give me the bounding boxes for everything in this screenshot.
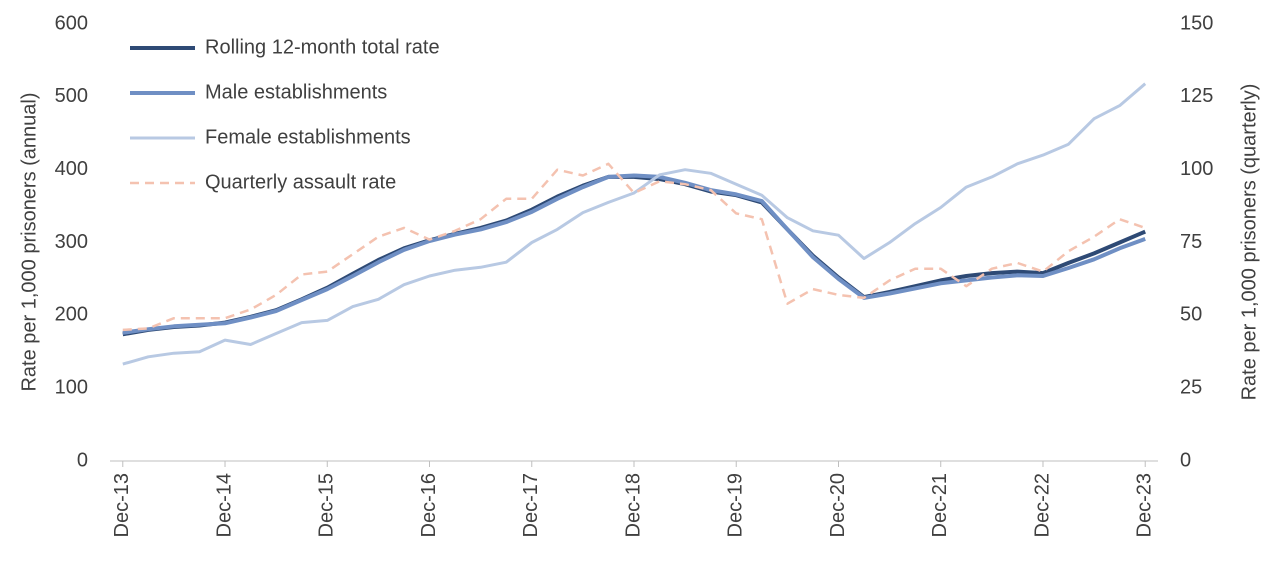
x-tick-label: Dec-14 bbox=[213, 473, 235, 537]
x-tick-label: Dec-16 bbox=[418, 473, 440, 537]
y-tick-label: 600 bbox=[55, 12, 88, 34]
x-tick-label: Dec-20 bbox=[827, 473, 849, 537]
y-tick-label: 400 bbox=[55, 158, 88, 180]
y2-tick-label: 150 bbox=[1180, 12, 1213, 34]
y-axis-title: Rate per 1,000 prisoners (annual) bbox=[18, 92, 40, 391]
y2-tick-label: 25 bbox=[1180, 376, 1202, 398]
x-tick-label: Dec-23 bbox=[1134, 473, 1156, 537]
series-line bbox=[122, 162, 1146, 332]
x-tick-label: Dec-22 bbox=[1031, 473, 1053, 537]
legend-label: Female establishments bbox=[205, 126, 411, 148]
y-tick-label: 500 bbox=[55, 85, 88, 107]
series-line bbox=[122, 82, 1147, 366]
y2-tick-label: 75 bbox=[1180, 231, 1202, 253]
y2-tick-label: 50 bbox=[1180, 304, 1202, 326]
x-tick-label: Dec-18 bbox=[622, 473, 644, 537]
x-tick-label: Dec-13 bbox=[111, 473, 133, 537]
x-tick-label: Dec-17 bbox=[520, 473, 542, 537]
x-tick-label: Dec-21 bbox=[929, 473, 951, 537]
y-tick-label: 200 bbox=[55, 304, 88, 326]
y-tick-label: 300 bbox=[55, 231, 88, 253]
y2-axis-title: Rate per 1,000 prisoners (quarterly) bbox=[1238, 84, 1260, 401]
y2-tick-label: 100 bbox=[1180, 158, 1213, 180]
legend-label: Quarterly assault rate bbox=[205, 171, 396, 193]
y2-tick-label: 125 bbox=[1180, 85, 1213, 107]
legend-label: Male establishments bbox=[205, 81, 387, 103]
x-tick-label: Dec-19 bbox=[725, 473, 747, 537]
legend-label: Rolling 12-month total rate bbox=[205, 36, 440, 58]
x-tick-label: Dec-15 bbox=[316, 473, 338, 537]
y-tick-label: 100 bbox=[55, 376, 88, 398]
series-line bbox=[122, 173, 1146, 335]
y2-tick-label: 0 bbox=[1180, 449, 1191, 471]
y-tick-label: 0 bbox=[77, 449, 88, 471]
